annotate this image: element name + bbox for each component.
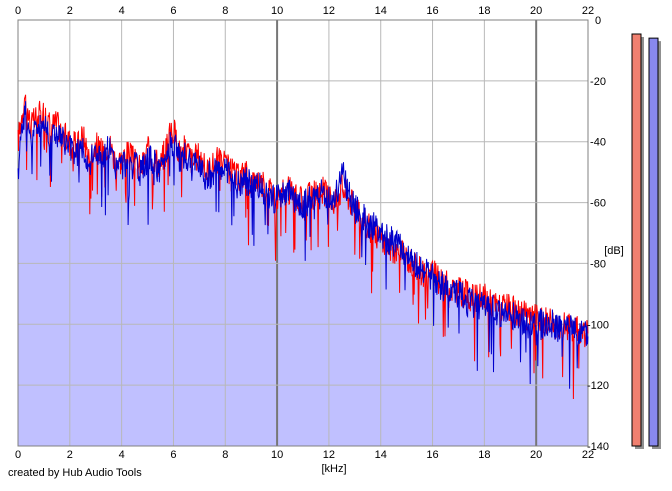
x-tick-label-bottom: 2 bbox=[67, 449, 73, 461]
spectrum-fill-area bbox=[18, 111, 588, 447]
left-channel-meter bbox=[631, 33, 642, 447]
x-tick-label-top: 0 bbox=[15, 5, 21, 17]
x-tick-label-bottom: 22 bbox=[582, 449, 594, 461]
right-channel-meter bbox=[648, 37, 659, 447]
spectrum-fill-layer bbox=[18, 111, 588, 447]
y-tick-label: -40 bbox=[590, 137, 606, 149]
x-tick-label-top: 10 bbox=[271, 5, 283, 17]
x-tick-label-bottom: 12 bbox=[323, 449, 335, 461]
x-axis-label: [kHz] bbox=[321, 463, 346, 475]
x-tick-label-top: 4 bbox=[119, 5, 125, 17]
x-tick-label-top: 18 bbox=[478, 5, 490, 17]
x-tick-label-top: 12 bbox=[323, 5, 335, 17]
credit-text: created by Hub Audio Tools bbox=[8, 467, 142, 479]
plot-border bbox=[17, 19, 589, 447]
x-tick-label-bottom: 8 bbox=[222, 449, 228, 461]
x-tick-label-top: 2 bbox=[67, 5, 73, 17]
tick-label-layer: 002244668810101212141416161818202022220-… bbox=[15, 5, 609, 461]
series-line-2 bbox=[17, 101, 589, 389]
y-tick-label: -80 bbox=[590, 258, 606, 270]
y-tick-label: -20 bbox=[590, 76, 606, 88]
x-tick-label-top: 6 bbox=[170, 5, 176, 17]
x-tick-label-bottom: 4 bbox=[119, 449, 125, 461]
x-tick-label-bottom: 14 bbox=[375, 449, 387, 461]
x-tick-label-top: 8 bbox=[222, 5, 228, 17]
y-tick-label: -100 bbox=[587, 319, 609, 331]
y-axis-label: [dB] bbox=[604, 245, 624, 257]
x-tick-label-bottom: 20 bbox=[530, 449, 542, 461]
x-tick-label-bottom: 16 bbox=[426, 449, 438, 461]
y-tick-label: -120 bbox=[587, 380, 609, 392]
x-tick-label-top: 16 bbox=[426, 5, 438, 17]
x-tick-label-top: 22 bbox=[582, 5, 594, 17]
series-layer bbox=[17, 94, 589, 400]
x-tick-label-top: 14 bbox=[375, 5, 387, 17]
y-tick-label: -140 bbox=[587, 441, 609, 453]
x-tick-label-bottom: 10 bbox=[271, 449, 283, 461]
x-tick-label-top: 20 bbox=[530, 5, 542, 17]
x-tick-label-bottom: 18 bbox=[478, 449, 490, 461]
x-tick-label-bottom: 0 bbox=[15, 449, 21, 461]
y-tick-label: 0 bbox=[595, 15, 601, 27]
y-tick-label: -60 bbox=[590, 198, 606, 210]
grid-layer bbox=[17, 19, 589, 447]
level-meter-layer bbox=[631, 33, 661, 450]
x-tick-label-bottom: 6 bbox=[170, 449, 176, 461]
